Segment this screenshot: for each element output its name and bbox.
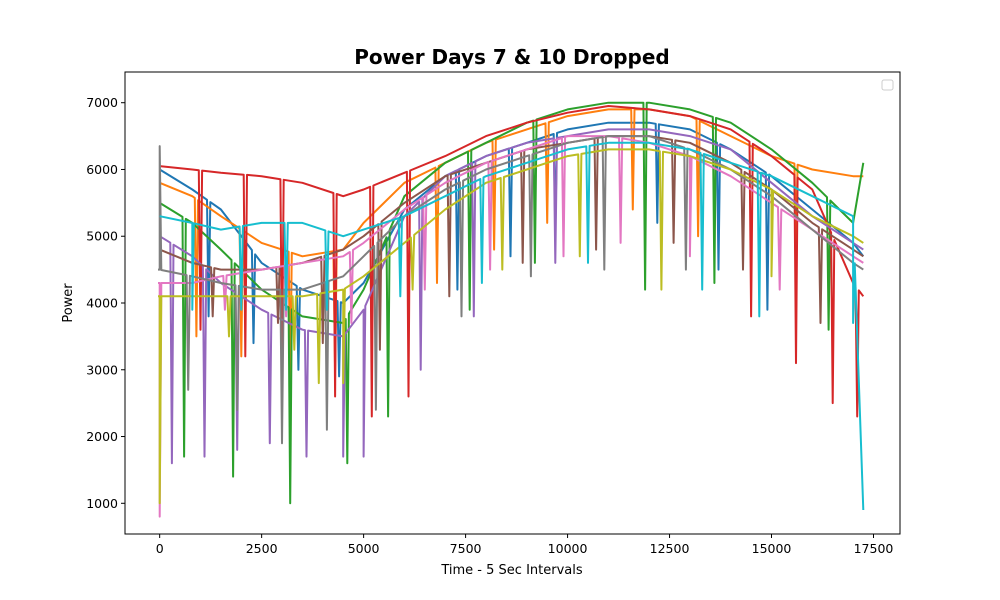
y-tick-label: 4000 [86, 296, 118, 311]
x-tick-label: 2500 [246, 541, 278, 556]
y-axis-label: Power [61, 283, 76, 323]
y-tick-label: 7000 [86, 95, 118, 110]
chart-title: Power Days 7 & 10 Dropped [354, 45, 669, 69]
series-line-9 [158, 148, 864, 505]
y-tick-label: 2000 [86, 429, 118, 444]
x-tick-label: 0 [156, 541, 164, 556]
y-axis: 1000 2000 3000 4000 5000 6000 7000 [86, 95, 125, 511]
legend-box [881, 79, 894, 91]
series-line-10 [159, 141, 865, 511]
y-tick-label: 1000 [86, 496, 118, 511]
x-tick-label: 17500 [854, 541, 894, 556]
series-layer [158, 101, 865, 518]
series-line-7 [158, 135, 864, 518]
x-tick-label: 5000 [348, 541, 380, 556]
y-tick-label: 5000 [86, 229, 118, 244]
x-axis-label: Time - 5 Sec Intervals [440, 563, 582, 578]
x-tick-label: 7500 [450, 541, 482, 556]
x-axis: 0 2500 5000 7500 10000 12500 15000 17500 [156, 534, 894, 556]
y-tick-label: 3000 [86, 362, 118, 377]
y-tick-label: 6000 [86, 162, 118, 177]
x-tick-label: 12500 [650, 541, 690, 556]
series-line-8 [158, 135, 864, 445]
x-tick-label: 10000 [548, 541, 588, 556]
series-line-4 [159, 105, 865, 418]
x-tick-label: 15000 [752, 541, 792, 556]
